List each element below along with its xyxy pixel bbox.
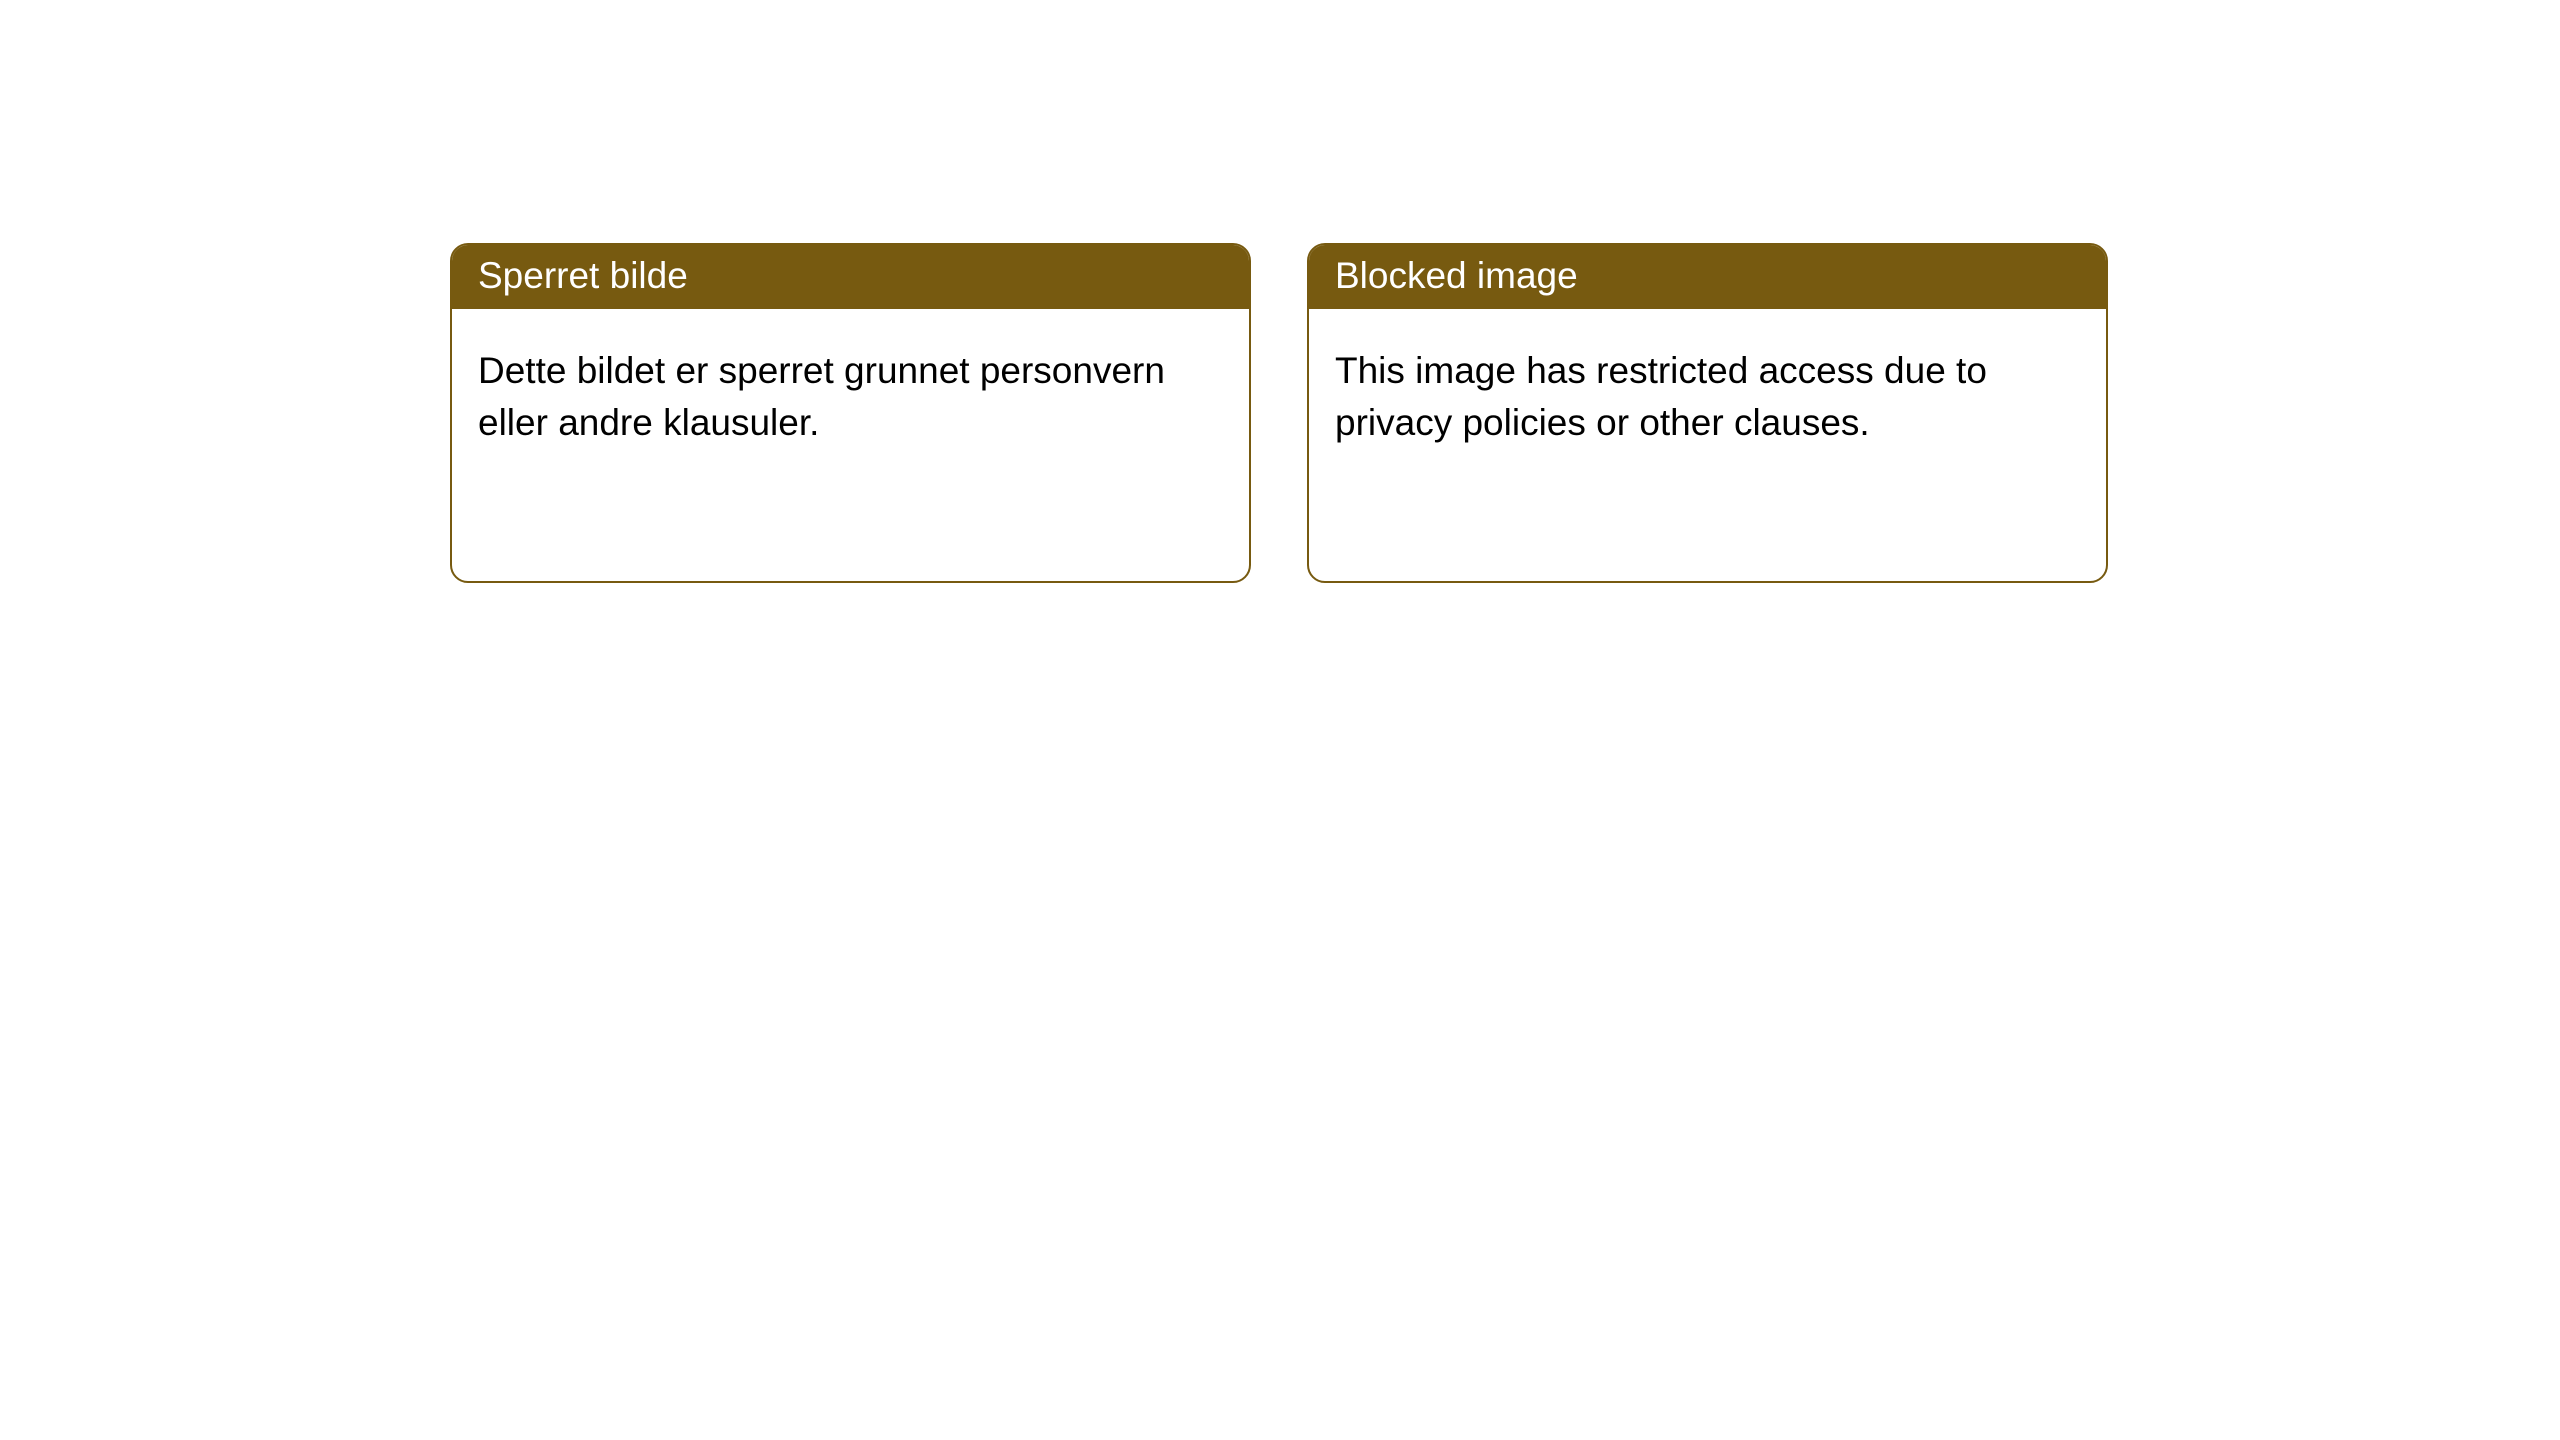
card-header-no: Sperret bilde — [452, 245, 1249, 309]
card-body-en: This image has restricted access due to … — [1309, 309, 2106, 485]
notice-container: Sperret bilde Dette bildet er sperret gr… — [450, 243, 2108, 583]
blocked-image-card-en: Blocked image This image has restricted … — [1307, 243, 2108, 583]
card-body-no: Dette bildet er sperret grunnet personve… — [452, 309, 1249, 485]
card-header-en: Blocked image — [1309, 245, 2106, 309]
blocked-image-card-no: Sperret bilde Dette bildet er sperret gr… — [450, 243, 1251, 583]
